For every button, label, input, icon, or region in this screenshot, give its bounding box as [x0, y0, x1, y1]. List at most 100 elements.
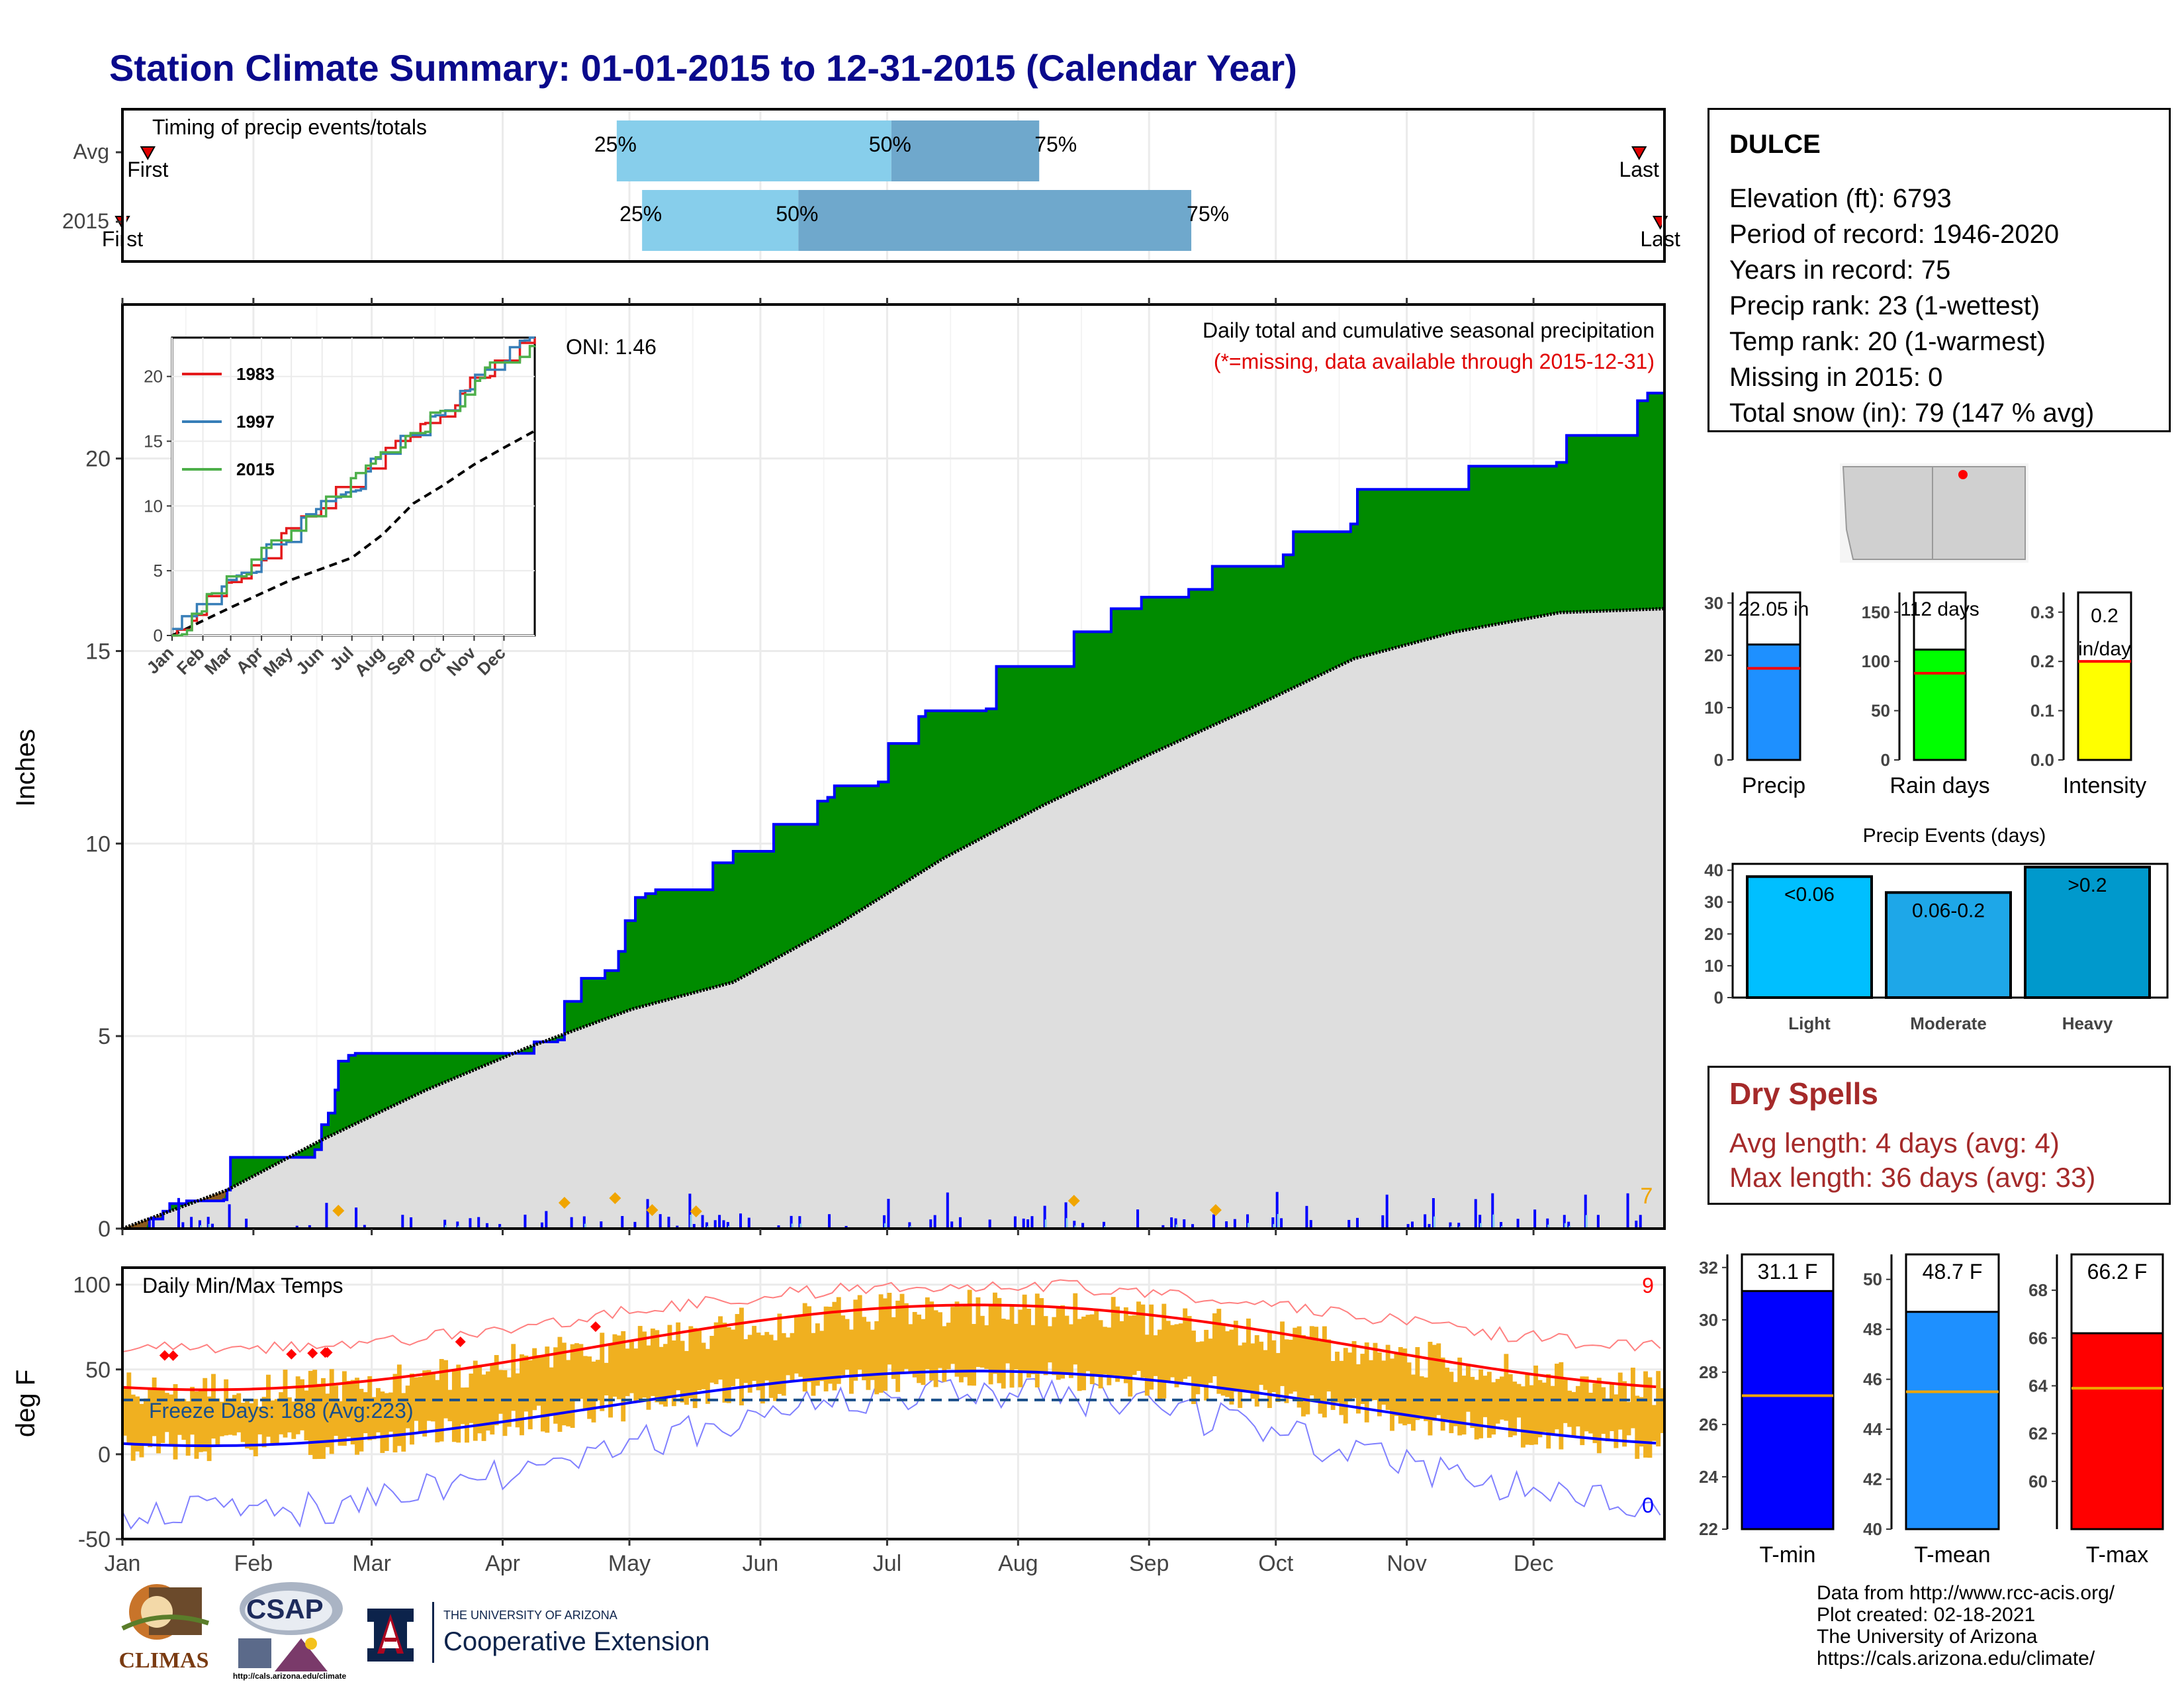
temp-daily-bar: [1233, 1321, 1238, 1392]
precip-daily-bar: [1533, 1209, 1537, 1229]
temp-summary-2-ytick-label: 62: [2028, 1424, 2048, 1444]
temp-daily-bar: [616, 1335, 621, 1399]
precip-daily-bar: [1161, 1225, 1165, 1229]
temp-daily-bar: [1275, 1352, 1281, 1402]
temp-summary-1-bar: [1905, 1311, 2000, 1530]
temp-xtick-label: May: [608, 1551, 651, 1576]
precip-daily-bar: [1030, 1216, 1034, 1229]
temp-daily-bar: [1406, 1362, 1412, 1425]
temp-daily-bar: [680, 1340, 685, 1403]
temp-daily-bar: [752, 1325, 757, 1382]
temp-daily-bar: [295, 1376, 300, 1434]
temp-daily-bar: [1161, 1303, 1167, 1399]
temp-daily-bar: [929, 1301, 934, 1381]
temp-summary-0-ytick-label: 22: [1699, 1519, 1718, 1539]
summary-precip-0-ytick-label: 10: [1704, 698, 1723, 718]
precip-daily-bar: [600, 1221, 603, 1229]
temp-daily-bar: [426, 1370, 432, 1421]
temp-daily-bar: [667, 1325, 672, 1397]
precip-daily-bar: [1449, 1222, 1452, 1229]
temp-daily-bar: [629, 1341, 634, 1393]
precip-daily-bar: [1410, 1221, 1414, 1229]
temp-daily-bar: [1596, 1378, 1602, 1454]
temp-daily-bar: [1064, 1315, 1069, 1375]
precip-oni-label: ONI: 1.46: [566, 335, 657, 359]
temp-daily-bar: [410, 1374, 414, 1445]
temp-daily-bar: [203, 1378, 208, 1452]
temp-daily-bar: [832, 1301, 837, 1391]
temp-daily-bar: [1216, 1309, 1222, 1394]
precip-daily-snow-bar: [584, 1223, 586, 1229]
precip-ytick-label: 10: [85, 831, 111, 857]
temp-daily-bar: [1052, 1317, 1057, 1376]
temp-daily-bar: [1445, 1368, 1449, 1420]
temp-daily-bar: [376, 1387, 381, 1432]
temp-daily-bar: [1440, 1357, 1445, 1431]
temp-xtick-label: Jan: [105, 1551, 141, 1576]
temp-daily-bar: [1094, 1309, 1099, 1376]
precip-daily-snow-bar: [1547, 1224, 1550, 1229]
temp-daily-bar: [921, 1319, 926, 1385]
precip-daily-bar: [1191, 1224, 1195, 1229]
temp-daily-bar: [1449, 1372, 1454, 1434]
temp-record-marker: [167, 1350, 179, 1361]
temp-daily-bar: [739, 1307, 744, 1406]
temp-daily-bar: [465, 1387, 469, 1443]
precip-daily-bar: [1474, 1199, 1477, 1229]
timing-label-25: 25%: [619, 202, 662, 226]
precip-daily-snow-bar: [445, 1225, 447, 1229]
precip-title: Daily total and cumulative seasonal prec…: [1203, 318, 1655, 342]
summary-precip-1-bar: [1913, 648, 1967, 761]
precip-daily-snow-bar: [1433, 1216, 1435, 1229]
page-title: Station Climate Summary: 01-01-2015 to 1…: [109, 47, 1297, 89]
precip-record-marker: [558, 1197, 570, 1209]
temp-daily-bar: [1555, 1364, 1559, 1430]
dry-spells-box: Dry Spells Avg length: 4 days (avg: 4) M…: [1707, 1066, 2171, 1205]
summary-precip-2-ytick-label: 0.3: [2030, 602, 2054, 622]
temp-daily-bar: [857, 1295, 862, 1370]
station-years: Years in record: 75: [1729, 256, 1951, 285]
temp-freeze-label: Freeze Days: 188 (Avg:223): [149, 1399, 414, 1423]
timing-bar-q50-q75: [891, 120, 1040, 181]
temp-daily-bar: [1525, 1374, 1530, 1445]
temp-daily-bar: [1512, 1382, 1518, 1436]
temp-daily-bar: [291, 1401, 296, 1439]
temp-summary-2-ytick-label: 66: [2028, 1328, 2048, 1348]
temp-daily-bar: [304, 1390, 309, 1440]
temp-daily-bar: [866, 1321, 871, 1390]
events-ytick-label: 0: [1714, 988, 1723, 1008]
precip-daily-bar: [688, 1194, 692, 1229]
summary-precip-0-bar: [1746, 643, 1801, 761]
temp-daily-bar: [435, 1380, 440, 1442]
temp-daily-bar: [1656, 1371, 1661, 1447]
temp-daily-bar: [1246, 1318, 1251, 1392]
temp-average-min-line: [122, 1370, 1657, 1448]
precip-daily-bar: [667, 1217, 670, 1229]
temp-daily-bar: [274, 1399, 279, 1445]
temp-daily-bar: [993, 1292, 997, 1374]
temp-daily-bar: [1588, 1392, 1593, 1434]
temp-daily-bar: [1626, 1401, 1631, 1436]
temp-daily-bar: [177, 1400, 182, 1435]
temp-daily-bar: [1199, 1341, 1205, 1387]
temp-daily-bar: [1465, 1365, 1471, 1412]
temp-summary-0-ytick-label: 28: [1699, 1362, 1718, 1382]
temp-daily-bar: [612, 1334, 617, 1397]
temp-panel-label: Daily Min/Max Temps: [142, 1274, 343, 1297]
precip-daily-snow-bar: [1492, 1214, 1495, 1229]
precip-daily-snow-bar: [799, 1223, 802, 1229]
temp-daily-bar: [1339, 1360, 1344, 1415]
precip-daily-bar: [718, 1215, 721, 1229]
precip-daily-bar: [211, 1223, 214, 1229]
temp-summary-1-value-label: 48.7 F: [1923, 1260, 1983, 1284]
temp-daily-bar: [988, 1305, 993, 1385]
temp-record-marker: [286, 1348, 297, 1360]
footer-credits: Data from http://www.rcc-acis.org/ Plot …: [1817, 1582, 2115, 1669]
precip-daily-bar: [190, 1217, 193, 1229]
temp-daily-bar: [777, 1313, 782, 1394]
temp-daily-bar: [287, 1397, 292, 1432]
summary-precip-2-label: Intensity: [2063, 773, 2147, 798]
temp-daily-bar: [697, 1329, 702, 1391]
temp-daily-bar: [139, 1403, 144, 1458]
temp-daily-bar: [1013, 1323, 1019, 1370]
